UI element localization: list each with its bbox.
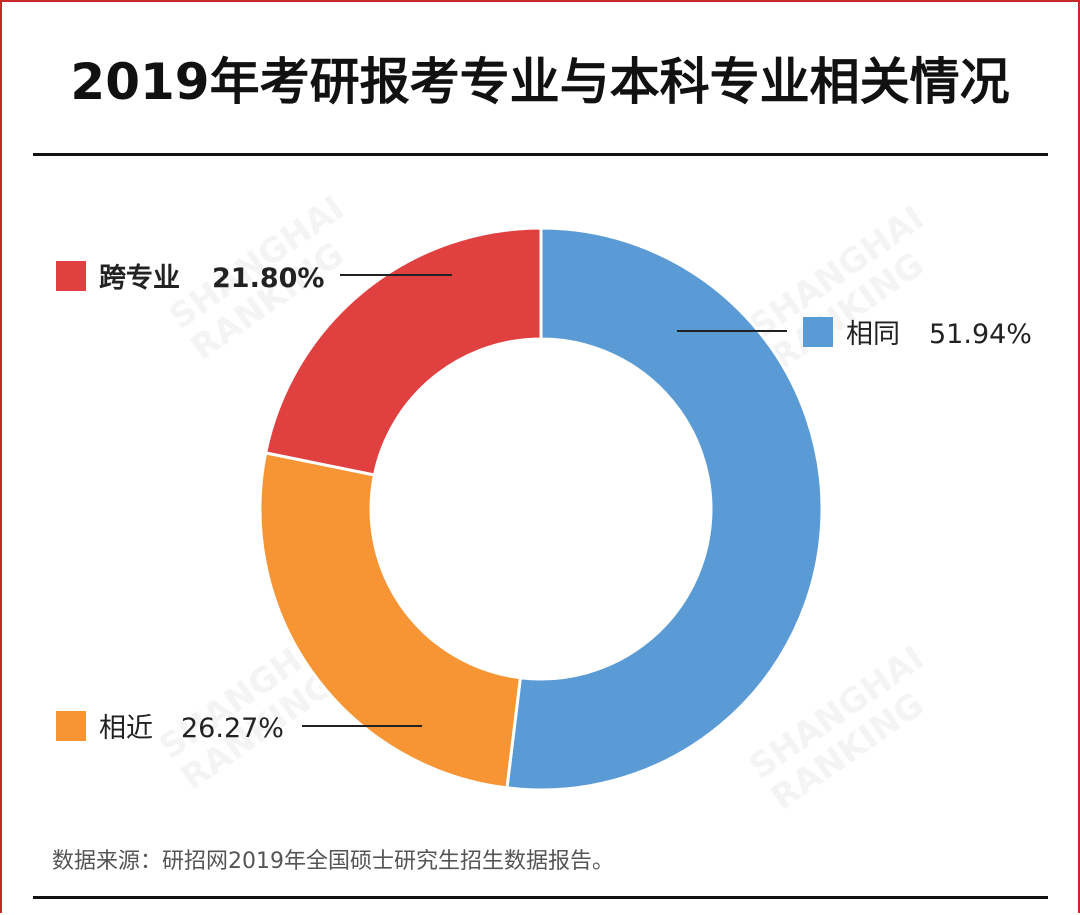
legend-label-near: 相近	[99, 713, 153, 744]
slice-same	[505, 226, 824, 792]
legend-cross: 跨专业 21.80%	[56, 261, 452, 294]
page-title: 2019年考研报考专业与本科专业相关情况	[70, 53, 1010, 111]
legend-label-same: 相同	[846, 319, 900, 350]
legend-value-near: 26.27%	[181, 713, 284, 744]
source-note: 数据来源：研招网2019年全国硕士研究生招生数据报告。	[52, 849, 614, 874]
footer-divider	[33, 896, 1048, 899]
legend-value-same: 51.94%	[929, 319, 1032, 350]
slice-cross	[263, 226, 543, 477]
legend-near: 相近 26.27%	[56, 711, 422, 744]
legend-label-cross: 跨专业	[99, 263, 180, 294]
legend-same: 相同 51.94%	[677, 317, 1032, 350]
title-divider	[33, 153, 1048, 156]
legend-swatch-near	[56, 711, 86, 741]
slice-group	[258, 226, 824, 792]
legend-swatch-same	[803, 317, 833, 347]
legend-swatch-cross	[56, 261, 86, 291]
legend-value-cross: 21.80%	[212, 263, 324, 294]
slice-near	[258, 451, 523, 790]
